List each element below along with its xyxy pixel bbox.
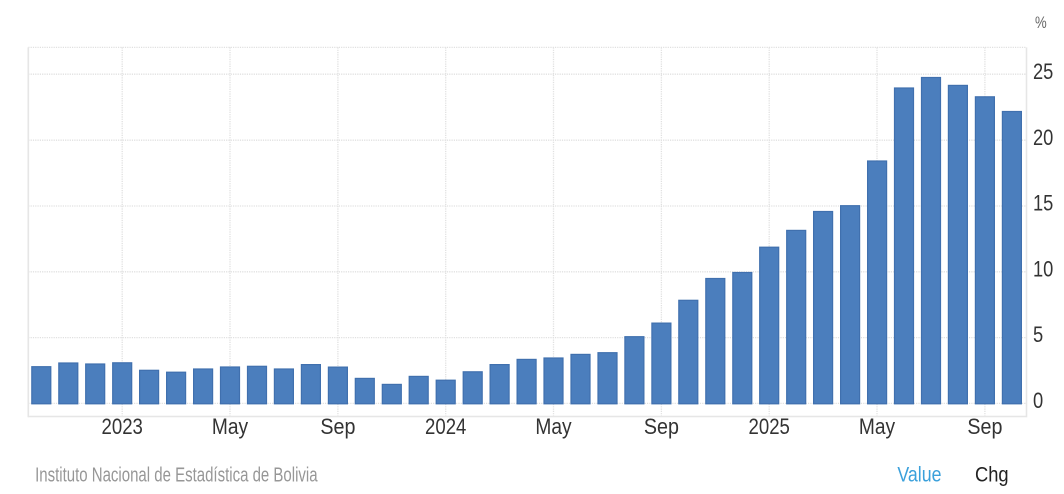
svg-text:Sep: Sep	[320, 414, 355, 439]
svg-text:Chg: Chg	[975, 464, 1009, 487]
svg-text:Sep: Sep	[644, 414, 679, 439]
svg-text:May: May	[535, 414, 571, 439]
svg-text:Value: Value	[897, 464, 941, 487]
svg-text:10: 10	[1033, 256, 1053, 281]
svg-text:2024: 2024	[425, 414, 466, 439]
svg-text:15: 15	[1033, 191, 1053, 216]
svg-text:0: 0	[1033, 388, 1043, 413]
svg-text:20: 20	[1033, 125, 1053, 150]
svg-text:Sep: Sep	[967, 414, 1002, 439]
svg-text:2025: 2025	[749, 414, 790, 439]
svg-text:5: 5	[1033, 322, 1043, 347]
svg-text:May: May	[859, 414, 895, 439]
svg-text:25: 25	[1033, 59, 1053, 84]
svg-text:2023: 2023	[102, 414, 143, 439]
svg-text:%: %	[1035, 13, 1047, 32]
svg-text:May: May	[212, 414, 248, 439]
svg-text:Instituto Nacional de Estadíst: Instituto Nacional de Estadística de Bol…	[35, 465, 318, 487]
